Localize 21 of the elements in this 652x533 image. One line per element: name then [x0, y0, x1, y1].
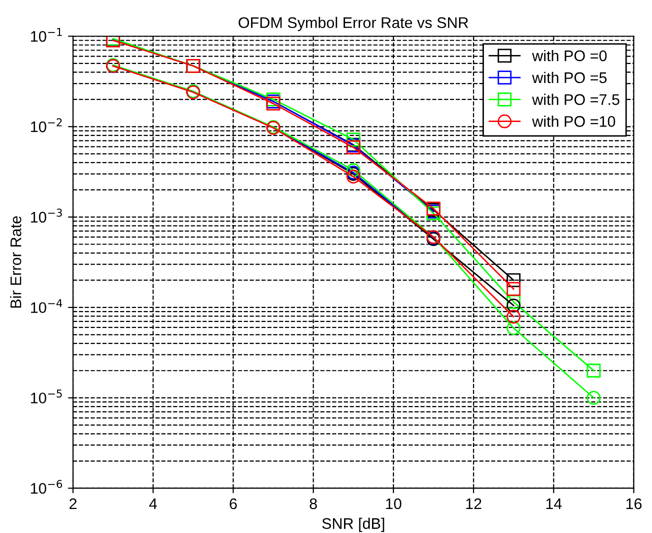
x-tick-label: 12 [466, 498, 482, 510]
y-tick-label: 10$^{−4}$ [31, 299, 62, 314]
x-tick-label: 4 [149, 498, 157, 510]
x-tick-label: 14 [546, 498, 562, 510]
x-axis-title: SNR [dB] [322, 518, 384, 532]
x-tick-label: 10 [386, 498, 402, 510]
legend-label: with PO =5 [532, 72, 607, 84]
y-tick-label: 10$^{−1}$ [31, 28, 62, 42]
legend-label: with PO =10 [532, 116, 616, 127]
legend-label: with PO =0 [532, 50, 607, 62]
x-tick-label: 8 [310, 498, 317, 510]
x-tick-label: 16 [626, 498, 642, 510]
y-tick-label: 10$^{−6}$ [31, 480, 62, 494]
chart-title: OFDM Symbol Error Rate vs SNR [238, 16, 468, 32]
y-tick-label: 10$^{−2}$ [31, 118, 62, 132]
y-tick-label: 10$^{−5}$ [31, 390, 62, 404]
y-axis-title: Bir Error Rate [10, 216, 22, 308]
legend-label: with PO =7.5 [532, 94, 620, 105]
y-tick-label: 10$^{−3}$ [31, 208, 62, 223]
x-tick-label: 2 [70, 498, 77, 510]
x-tick-label: 6 [230, 498, 237, 510]
